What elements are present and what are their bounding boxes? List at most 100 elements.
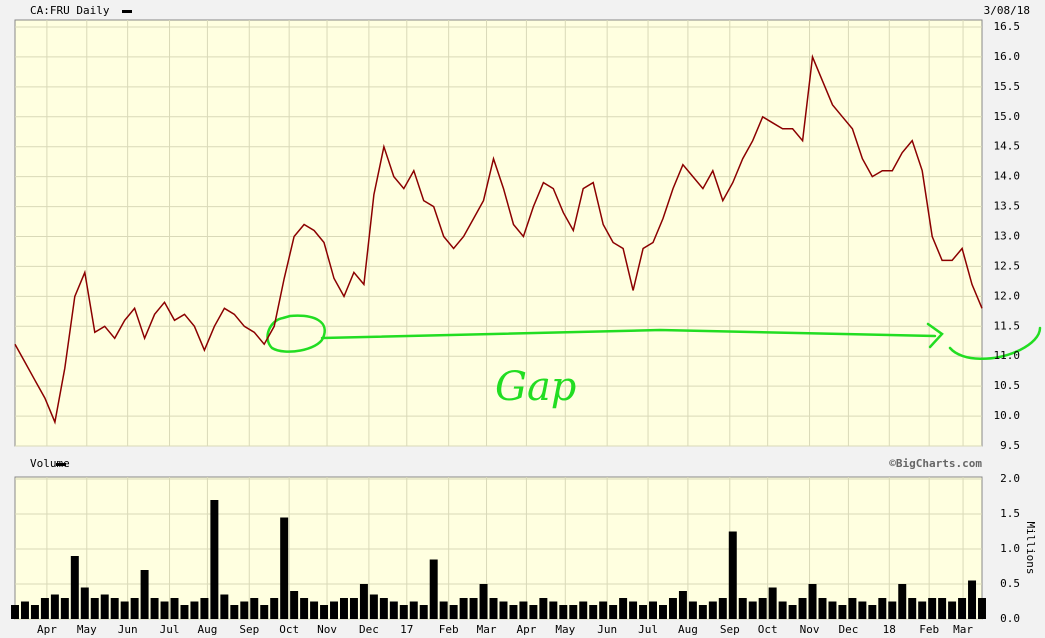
x-tick-label: May <box>555 623 575 636</box>
volume-bar <box>479 584 488 619</box>
volume-bar <box>359 584 368 619</box>
y-tick-label: 13.5 <box>994 200 1021 213</box>
y-tick-label: 9.5 <box>1000 439 1020 452</box>
volume-bar <box>379 598 388 619</box>
gap-circle <box>266 314 326 353</box>
volume-bar <box>60 598 69 619</box>
volume-bar <box>220 594 229 619</box>
y-tick-label: 0.0 <box>1000 612 1020 625</box>
volume-bar <box>668 598 677 619</box>
x-tick-label: Sep <box>239 623 259 636</box>
price-line <box>14 53 983 425</box>
volume-bar <box>698 605 707 619</box>
volume-bar <box>11 605 19 619</box>
volume-bar <box>80 587 89 619</box>
volume-bar <box>519 601 528 619</box>
y-tick-label: 2.0 <box>1000 472 1020 485</box>
x-tick-label: Oct <box>758 623 778 636</box>
volume-bar <box>948 601 957 619</box>
volume-bar <box>170 598 179 619</box>
volume-bar <box>579 601 588 619</box>
volume-bar <box>459 598 468 619</box>
volume-panel <box>14 476 983 620</box>
gap-arrow-head <box>926 322 944 349</box>
volume-bar <box>509 605 518 619</box>
volume-bar <box>280 517 289 619</box>
y-tick-label: 11.0 <box>994 349 1021 362</box>
volume-bar <box>40 598 49 619</box>
volume-bar <box>100 594 109 619</box>
volume-bar <box>489 598 498 619</box>
menu-icon[interactable] <box>122 10 132 13</box>
volume-bar <box>310 601 319 619</box>
volume-bar <box>728 531 737 619</box>
volume-bar <box>120 601 129 619</box>
volume-bar <box>160 601 169 619</box>
volume-bar <box>499 601 508 619</box>
volume-bar <box>330 601 338 619</box>
x-tick-label: Mar <box>477 623 497 636</box>
volume-bar <box>180 605 189 619</box>
volume-bar <box>858 601 867 619</box>
volume-bar <box>30 605 39 619</box>
y-tick-label: 10.5 <box>994 379 1021 392</box>
chart-date: 3/08/18 <box>984 4 1030 17</box>
volume-bar <box>130 598 139 619</box>
volume-bar <box>270 598 279 619</box>
y-tick-label: 10.0 <box>994 409 1021 422</box>
x-tick-label: Oct <box>279 623 299 636</box>
volume-bar <box>659 605 667 619</box>
volume-bar <box>50 594 59 619</box>
volume-bar <box>260 605 269 619</box>
y-tick-label: 12.0 <box>994 289 1021 302</box>
volume-bar <box>320 605 329 619</box>
y-tick-label: 0.5 <box>1000 577 1020 590</box>
gap-target <box>948 326 1042 360</box>
y-tick-label: 16.0 <box>994 50 1021 63</box>
menu-icon[interactable] <box>56 463 66 466</box>
volume-bar <box>758 598 767 619</box>
volume-bar <box>778 601 787 619</box>
volume-bar <box>409 601 418 619</box>
volume-bar <box>968 580 977 619</box>
volume-bar <box>868 605 877 619</box>
volume-bar <box>649 601 658 619</box>
x-tick-label: Jun <box>118 623 138 636</box>
x-tick-label: Jul <box>638 623 658 636</box>
volume-bar <box>768 587 777 619</box>
grids <box>15 20 982 620</box>
volume-bar <box>549 601 558 619</box>
volume-bar <box>838 605 847 619</box>
x-tick-label: 17 <box>400 623 413 636</box>
y-tick-label: 16.5 <box>994 20 1021 33</box>
volume-bar <box>639 605 648 619</box>
volume-bar <box>349 598 358 619</box>
x-tick-label: Aug <box>197 623 217 636</box>
volume-bar <box>898 584 907 619</box>
volume-bar <box>708 601 717 619</box>
price-panel <box>14 19 983 447</box>
x-tick-label: 18 <box>883 623 896 636</box>
x-tick-label: Jul <box>160 623 180 636</box>
volume-bar <box>788 605 797 619</box>
x-tick-label: Dec <box>838 623 858 636</box>
x-tick-label: Feb <box>919 623 939 636</box>
volume-bar <box>250 598 259 619</box>
volume-bar <box>90 598 99 619</box>
volume-bar <box>609 605 618 619</box>
volume-bar <box>848 598 857 619</box>
volume-bar <box>569 605 578 619</box>
gap-arrow-line <box>320 328 937 340</box>
volume-bar <box>290 591 299 619</box>
x-tick-label: Mar <box>953 623 973 636</box>
volume-bar <box>70 556 79 619</box>
x-tick-label: Sep <box>720 623 740 636</box>
volume-bar <box>958 598 967 619</box>
y-tick-label: 11.5 <box>994 319 1021 332</box>
y-tick-label: 15.0 <box>994 110 1021 123</box>
y-tick-label: 15.5 <box>994 80 1021 93</box>
volume-bar <box>798 598 807 619</box>
volume-bar <box>938 598 947 619</box>
volume-bar <box>808 584 817 619</box>
